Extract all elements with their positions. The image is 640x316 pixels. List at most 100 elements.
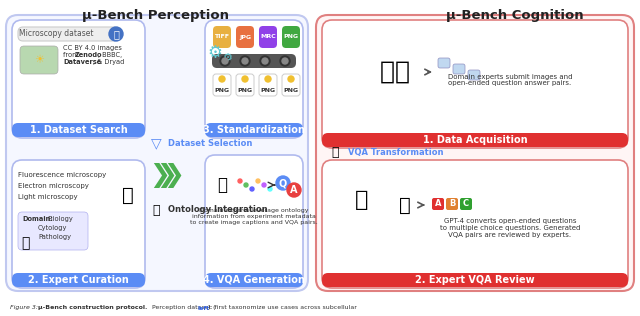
Text: A: A <box>435 199 441 209</box>
FancyBboxPatch shape <box>18 212 88 250</box>
FancyBboxPatch shape <box>236 74 254 96</box>
Text: ): first taxonomize use cases across subcellular: ): first taxonomize use cases across sub… <box>208 306 357 311</box>
FancyBboxPatch shape <box>6 15 308 291</box>
Text: ❯: ❯ <box>150 162 170 187</box>
FancyBboxPatch shape <box>322 160 628 288</box>
Text: Dataset Selection: Dataset Selection <box>168 138 252 148</box>
FancyBboxPatch shape <box>212 54 296 68</box>
Text: 1. Dataset Search: 1. Dataset Search <box>29 125 127 135</box>
Text: ❯: ❯ <box>157 162 177 187</box>
FancyBboxPatch shape <box>205 123 303 137</box>
FancyBboxPatch shape <box>213 26 231 48</box>
Text: B: B <box>449 199 455 209</box>
FancyBboxPatch shape <box>12 273 145 287</box>
Text: left: left <box>198 306 210 311</box>
Text: 📄: 📄 <box>355 190 369 210</box>
FancyBboxPatch shape <box>259 74 277 96</box>
Text: Ontology Integration: Ontology Integration <box>168 205 268 215</box>
Text: ⌕: ⌕ <box>113 29 119 39</box>
Text: 🤖: 🤖 <box>332 145 339 159</box>
Text: PNG: PNG <box>284 88 299 93</box>
Circle shape <box>250 187 254 191</box>
Text: 🧑‍💻: 🧑‍💻 <box>380 60 410 84</box>
Circle shape <box>287 183 301 197</box>
Text: Light microscopy: Light microscopy <box>18 194 77 200</box>
FancyBboxPatch shape <box>322 133 628 147</box>
Text: ⚙: ⚙ <box>207 44 223 62</box>
Text: μ-Bench Perception: μ-Bench Perception <box>81 9 228 22</box>
FancyBboxPatch shape <box>438 58 450 68</box>
Text: 3. Standardization: 3. Standardization <box>203 125 305 135</box>
Text: ⚙: ⚙ <box>223 53 233 63</box>
Circle shape <box>265 76 271 82</box>
Circle shape <box>219 76 225 82</box>
Circle shape <box>260 56 270 66</box>
Text: 🔬: 🔬 <box>122 185 134 204</box>
Text: PNG: PNG <box>237 88 253 93</box>
Text: 4. VQA Generation: 4. VQA Generation <box>203 275 305 285</box>
FancyBboxPatch shape <box>213 74 231 96</box>
FancyBboxPatch shape <box>432 198 444 210</box>
Circle shape <box>280 56 290 66</box>
Text: Cytology: Cytology <box>38 225 67 231</box>
Text: Domain experts submit images and
open-ended question answer pairs.: Domain experts submit images and open-en… <box>448 74 572 87</box>
FancyBboxPatch shape <box>236 26 254 48</box>
Text: 🧬: 🧬 <box>152 204 160 216</box>
Text: PNG: PNG <box>284 34 299 40</box>
FancyBboxPatch shape <box>12 160 145 288</box>
FancyBboxPatch shape <box>205 155 303 288</box>
Text: Figure 3:: Figure 3: <box>10 306 40 311</box>
Text: ❯: ❯ <box>163 162 184 187</box>
Text: JPG: JPG <box>239 34 251 40</box>
Text: Domain:: Domain: <box>22 216 53 222</box>
FancyBboxPatch shape <box>316 15 634 291</box>
Text: C: C <box>463 199 469 209</box>
Text: Q: Q <box>279 178 287 188</box>
Text: , & Dryad: , & Dryad <box>93 59 124 65</box>
FancyBboxPatch shape <box>20 46 58 74</box>
FancyBboxPatch shape <box>322 20 628 148</box>
Circle shape <box>242 76 248 82</box>
Text: ☀: ☀ <box>34 55 44 65</box>
Text: 2. Expert VQA Review: 2. Expert VQA Review <box>415 275 535 285</box>
Circle shape <box>256 179 260 183</box>
Text: Biology: Biology <box>46 216 73 222</box>
FancyBboxPatch shape <box>205 20 303 138</box>
FancyBboxPatch shape <box>282 74 300 96</box>
FancyBboxPatch shape <box>12 123 145 137</box>
FancyBboxPatch shape <box>205 273 303 287</box>
Text: Zenodo: Zenodo <box>75 52 102 58</box>
FancyBboxPatch shape <box>468 70 480 80</box>
FancyBboxPatch shape <box>446 198 458 210</box>
Text: Electron microscopy: Electron microscopy <box>18 183 89 189</box>
Text: ▽: ▽ <box>150 136 161 150</box>
Text: Perception dataset (: Perception dataset ( <box>152 306 216 311</box>
Text: 1. Data Acquisition: 1. Data Acquisition <box>422 135 527 145</box>
Circle shape <box>262 58 268 64</box>
Circle shape <box>282 58 288 64</box>
Circle shape <box>262 183 266 187</box>
Text: μ-Bench Cognition: μ-Bench Cognition <box>446 9 584 22</box>
Text: Dataverse: Dataverse <box>63 59 101 65</box>
Text: 🧠: 🧠 <box>399 196 411 215</box>
Circle shape <box>244 183 248 187</box>
FancyBboxPatch shape <box>18 27 118 41</box>
Text: from: from <box>63 52 81 58</box>
Text: CC BY 4.0 images: CC BY 4.0 images <box>63 45 122 51</box>
Text: PNG: PNG <box>260 88 276 93</box>
Text: 📋: 📋 <box>21 236 29 250</box>
FancyBboxPatch shape <box>460 198 472 210</box>
FancyBboxPatch shape <box>259 26 277 48</box>
FancyBboxPatch shape <box>322 273 628 287</box>
Circle shape <box>288 76 294 82</box>
FancyBboxPatch shape <box>282 26 300 48</box>
Text: 2. Expert Curation: 2. Expert Curation <box>28 275 129 285</box>
Text: GPT-4 converts open-ended questions
to multiple choice questions. Generated
VQA : GPT-4 converts open-ended questions to m… <box>440 218 580 238</box>
Circle shape <box>222 58 228 64</box>
Circle shape <box>268 187 272 191</box>
Text: MRC: MRC <box>260 34 276 40</box>
Circle shape <box>242 58 248 64</box>
FancyBboxPatch shape <box>453 64 465 74</box>
Circle shape <box>220 56 230 66</box>
Text: A: A <box>291 185 298 195</box>
